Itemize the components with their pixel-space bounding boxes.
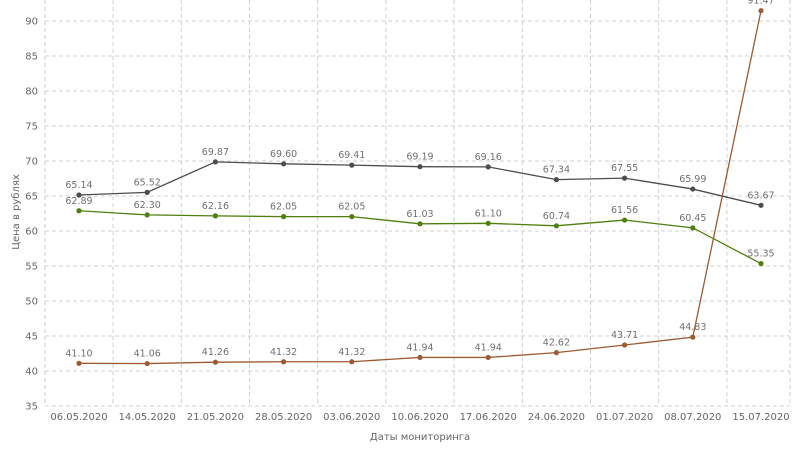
y-tick-label: 35 <box>25 402 38 413</box>
data-label: 61.10 <box>475 208 502 219</box>
data-labels: 65.14 65.52 69.87 69.60 69.41 69.19 69.16 67.34… <box>65 0 774 360</box>
data-point <box>758 8 764 14</box>
data-label: 91.47 <box>747 0 774 7</box>
x-tick-label: 21.05.2020 <box>187 412 244 423</box>
data-label: 69.19 <box>406 152 433 163</box>
data-point <box>485 164 491 170</box>
series-lines <box>76 8 764 367</box>
data-point <box>76 360 82 366</box>
x-tick-label: 06.05.2020 <box>50 412 107 423</box>
data-label: 41.26 <box>202 347 229 358</box>
data-point <box>417 354 423 361</box>
data-point <box>281 214 287 220</box>
data-label: 65.99 <box>679 174 706 185</box>
data-label: 61.03 <box>406 209 433 220</box>
data-label: 60.74 <box>543 211 570 222</box>
data-point <box>281 161 287 167</box>
data-label: 42.62 <box>543 338 570 349</box>
y-axis-ticks: 35 40 45 50 55 60 65 70 75 80 85 90 <box>25 17 38 413</box>
data-point <box>212 159 218 165</box>
x-tick-label: 10.06.2020 <box>391 412 448 423</box>
data-label: 65.14 <box>65 180 92 191</box>
data-label: 62.05 <box>338 202 365 213</box>
y-tick-label: 50 <box>25 297 38 308</box>
y-axis-title: Цена в рублях <box>11 174 22 250</box>
x-tick-label: 14.05.2020 <box>119 412 176 423</box>
x-axis-ticks: 06.05.2020 14.05.2020 21.05.2020 28.05.2020… <box>50 412 789 423</box>
data-label: 60.45 <box>679 213 706 224</box>
data-label: 69.87 <box>202 147 229 158</box>
data-label: 62.05 <box>270 202 297 213</box>
data-label: 41.06 <box>134 349 161 360</box>
data-point <box>144 212 150 218</box>
data-label: 41.94 <box>406 342 433 353</box>
data-point <box>690 225 696 231</box>
data-label: 41.32 <box>270 347 297 358</box>
y-tick-label: 40 <box>25 367 38 378</box>
data-label: 41.32 <box>338 347 365 358</box>
data-label: 62.89 <box>65 196 92 207</box>
data-label: 69.60 <box>270 149 297 160</box>
y-tick-label: 85 <box>25 52 38 63</box>
x-tick-label: 03.06.2020 <box>323 412 380 423</box>
x-tick-label: 17.06.2020 <box>460 412 517 423</box>
data-label: 55.35 <box>747 249 774 260</box>
data-point <box>212 213 218 219</box>
x-tick-label: 15.07.2020 <box>732 412 789 423</box>
data-point <box>76 192 82 198</box>
data-point <box>76 208 82 214</box>
data-point <box>144 360 150 367</box>
data-label: 67.55 <box>611 163 638 174</box>
grid <box>44 0 791 407</box>
data-point <box>349 162 355 168</box>
data-point <box>212 359 218 365</box>
data-label: 65.52 <box>134 177 161 188</box>
y-tick-label: 45 <box>25 332 38 343</box>
data-label: 63.67 <box>747 190 774 201</box>
data-point <box>417 164 423 170</box>
x-tick-label: 28.05.2020 <box>255 412 312 423</box>
data-point <box>758 260 764 267</box>
data-label: 69.41 <box>338 150 365 161</box>
data-point <box>144 189 150 195</box>
data-point <box>622 175 628 181</box>
data-point <box>622 217 628 223</box>
data-point <box>417 221 423 227</box>
y-tick-label: 80 <box>25 87 38 98</box>
data-label: 69.16 <box>475 152 502 163</box>
data-point <box>281 359 287 365</box>
y-tick-label: 70 <box>25 157 38 168</box>
y-tick-label: 55 <box>25 262 38 273</box>
data-label: 41.10 <box>65 348 92 359</box>
data-point <box>553 223 560 229</box>
data-label: 41.94 <box>475 342 502 353</box>
data-label: 43.71 <box>611 330 638 341</box>
data-point <box>485 354 491 361</box>
x-tick-label: 24.06.2020 <box>528 412 585 423</box>
data-point <box>553 350 560 356</box>
data-point <box>758 202 764 208</box>
data-point <box>349 359 355 365</box>
data-point <box>690 334 696 340</box>
data-label: 44.83 <box>679 322 706 333</box>
y-tick-label: 75 <box>25 122 38 133</box>
x-tick-label: 08.07.2020 <box>664 412 721 423</box>
x-axis-title: Даты мониторинга <box>370 432 470 443</box>
y-tick-label: 60 <box>25 227 38 238</box>
data-point <box>485 220 491 226</box>
data-label: 62.16 <box>202 201 229 212</box>
data-point <box>349 214 355 220</box>
data-point <box>553 177 560 183</box>
data-point <box>622 342 628 348</box>
data-label: 67.34 <box>543 165 570 176</box>
data-point <box>690 186 696 192</box>
x-tick-label: 01.07.2020 <box>596 412 653 423</box>
y-tick-label: 90 <box>25 17 38 28</box>
data-label: 61.56 <box>611 205 638 216</box>
data-label: 62.30 <box>134 200 161 211</box>
y-tick-label: 65 <box>25 192 38 203</box>
